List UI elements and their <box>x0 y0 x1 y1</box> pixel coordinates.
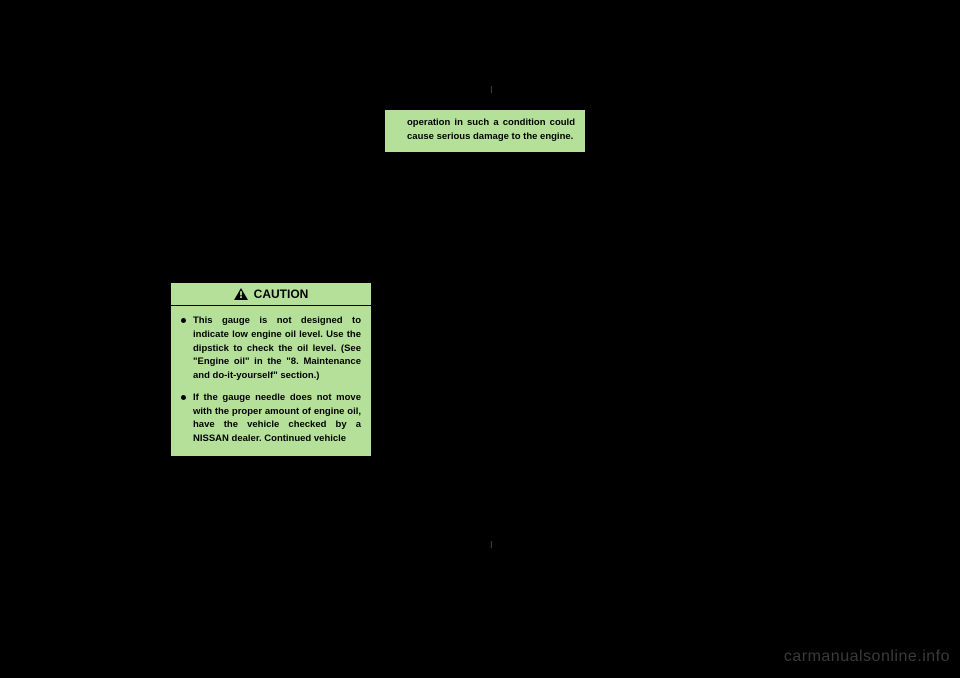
caution-box: CAUTION This gauge is not designed to in… <box>170 282 372 457</box>
crop-mark-bottom: I <box>490 540 493 551</box>
caution-item: If the gauge needle does not move with t… <box>181 391 361 446</box>
crop-mark-top: I <box>490 85 493 96</box>
watermark-text: carmanualsonline.info <box>784 648 950 666</box>
column-left: CAUTION This gauge is not designed to in… <box>170 110 372 520</box>
caution-continuation: operation in such a condition could caus… <box>384 110 586 153</box>
caution-header: CAUTION <box>171 283 371 306</box>
caution-body: This gauge is not designed to indicate l… <box>171 306 371 456</box>
column-middle: operation in such a condition could caus… <box>384 110 586 520</box>
figure-placeholder-left <box>170 110 372 270</box>
caution-item: This gauge is not designed to indicate l… <box>181 314 361 383</box>
manual-page: CAUTION This gauge is not designed to in… <box>170 110 800 520</box>
warning-triangle-icon <box>234 288 248 300</box>
column-right <box>598 110 800 520</box>
figure-placeholder-right <box>598 110 800 270</box>
caution-header-label: CAUTION <box>254 287 309 301</box>
